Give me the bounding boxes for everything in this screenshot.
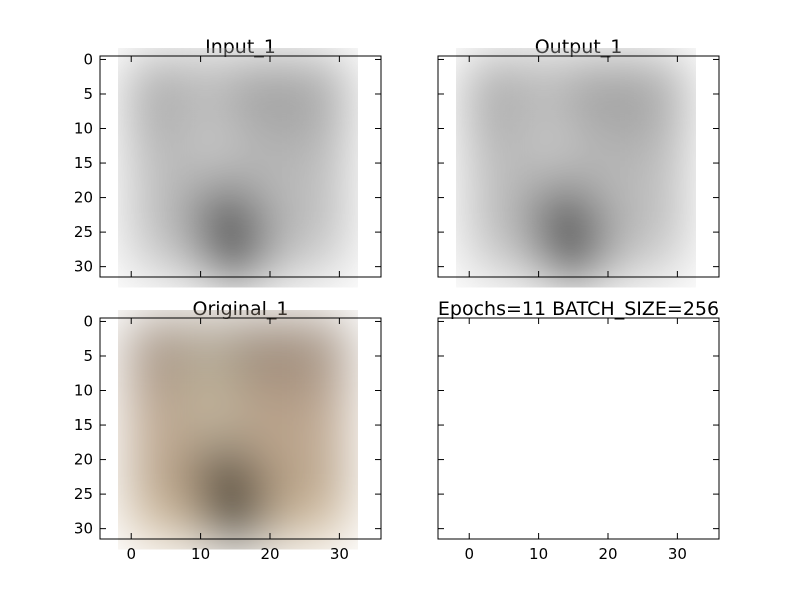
y-tick-label: 30 [74,520,93,538]
y-tick-label: 20 [74,189,93,207]
x-tick-label: 0 [464,545,474,563]
y-tick-label: 20 [74,451,93,469]
x-tick-label: 20 [260,545,279,563]
y-tick-label: 0 [83,50,93,68]
subplot-title: Output_1 [535,36,623,58]
x-tick-label: 10 [191,545,210,563]
subplot-input: Input_1 0 5 10 15 20 25 30 [74,36,382,278]
axis-ticks: 0 10 20 30 [438,318,719,563]
axes-frame [99,55,382,278]
y-tick-label: 25 [74,485,93,503]
y-tick-label: 15 [74,416,93,434]
axes-frame [437,55,720,278]
y-tick-label: 10 [74,120,93,138]
x-tick-label: 30 [668,545,687,563]
x-tick-label: 0 [126,545,136,563]
y-tick-label: 10 [74,382,93,400]
y-tick-label: 5 [83,347,93,365]
x-tick-label: 20 [598,545,617,563]
image-content [129,321,347,539]
image-content [129,59,347,277]
image-content [467,59,685,277]
y-tick-label: 25 [74,223,93,241]
y-tick-label: 30 [74,258,93,276]
subplot-output: Output_1 [437,36,720,278]
axes-frame [99,317,382,540]
subplot-original: Original_1 0 10 20 30 0 5 10 15 20 25 30 [74,298,382,563]
axes-frame [437,317,720,540]
subplot-title: Epochs=11 BATCH_SIZE=256 [438,298,719,320]
x-tick-label: 30 [330,545,349,563]
y-tick-label: 5 [83,85,93,103]
axis-ticks: 0 5 10 15 20 25 30 [74,50,381,277]
axis-ticks [438,56,719,277]
subplot-title: Input_1 [205,36,276,58]
subplot-params: Epochs=11 BATCH_SIZE=256 0 10 20 30 [437,298,720,563]
y-tick-label: 0 [83,312,93,330]
y-tick-label: 15 [74,154,93,172]
subplot-title: Original_1 [193,298,289,320]
x-tick-label: 10 [529,545,548,563]
axis-ticks: 0 10 20 30 0 5 10 15 20 25 30 [74,312,381,563]
